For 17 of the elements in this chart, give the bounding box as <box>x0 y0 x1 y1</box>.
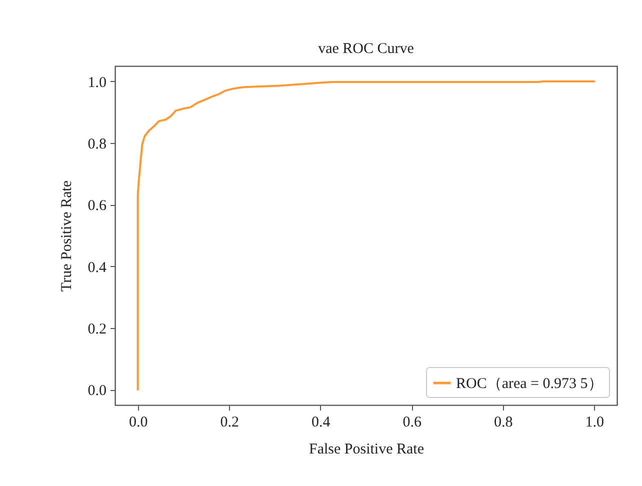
y-tick-label: 1.0 <box>88 74 106 91</box>
x-tick-label: 1.0 <box>585 414 604 430</box>
x-tick-label: 0.0 <box>128 414 148 430</box>
line-series <box>136 80 596 391</box>
x-axis-title: False Positive Rate <box>309 442 424 458</box>
y-axis-title: True Positive Rate <box>58 180 75 292</box>
legend-label: ROC（area = 0.973 5） <box>456 376 603 392</box>
y-tick-label: 0.8 <box>88 136 106 153</box>
x-tick-label: 0.2 <box>220 414 239 430</box>
chart-title: vae ROC Curve <box>318 41 414 57</box>
x-tick-label: 0.6 <box>402 414 422 430</box>
x-tick-label: 0.8 <box>494 414 513 430</box>
y-tick-label: 0.0 <box>88 383 106 400</box>
y-tick-label: 0.6 <box>88 198 107 214</box>
y-tick-label: 0.4 <box>88 260 107 276</box>
y-tick-label: 0.2 <box>88 321 106 338</box>
x-tick-label: 0.4 <box>311 414 331 430</box>
